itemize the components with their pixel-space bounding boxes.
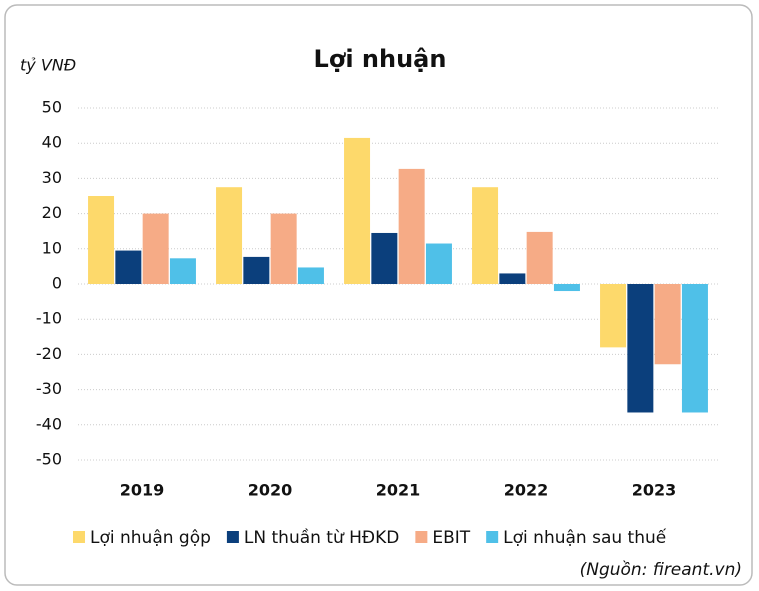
card [4, 4, 753, 586]
chart-title: Lợi nhuận [314, 45, 447, 73]
y-tick-label: 50 [42, 98, 62, 117]
legend-label: EBIT [432, 528, 470, 548]
y-tick-label: -10 [36, 309, 62, 328]
x-tick-label: 2022 [504, 481, 549, 500]
bar [499, 273, 526, 284]
bar [681, 284, 708, 413]
y-tick-label: 40 [42, 133, 62, 152]
x-tick-label: 2021 [376, 481, 421, 500]
legend-label: Lợi nhuận gộp [90, 528, 211, 548]
legend-label: Lợi nhuận sau thuế [503, 527, 667, 548]
x-tick-label: 2019 [120, 481, 165, 500]
bar [472, 187, 499, 284]
bar [398, 168, 425, 284]
y-axis-label: tỷ VNĐ [20, 56, 76, 75]
bar [371, 232, 398, 284]
bar [600, 284, 627, 348]
bar [270, 213, 297, 284]
bar [88, 196, 115, 284]
bar [297, 267, 324, 284]
x-tick-label: 2023 [632, 481, 677, 500]
legend-swatch [73, 531, 85, 543]
x-tick-label: 2020 [248, 481, 293, 500]
bar [169, 258, 196, 284]
bar [344, 137, 371, 284]
legend-swatch [415, 531, 428, 543]
y-tick-label: 0 [52, 274, 62, 293]
y-tick-label: -40 [36, 414, 62, 433]
source: (Nguồn: fireant.vn) [580, 559, 742, 580]
legend-swatch [226, 531, 239, 543]
y-tick-label: -30 [36, 379, 62, 398]
bar [627, 284, 654, 413]
y-tick-label: -20 [36, 344, 62, 363]
y-tick-label: 10 [42, 238, 62, 257]
legend-swatch [486, 531, 499, 543]
y-tick-label: -50 [36, 450, 62, 469]
y-tick-label: 20 [42, 203, 62, 222]
legend-label: LN thuần từ HĐKD [244, 527, 399, 548]
y-tick-label: 30 [42, 168, 62, 187]
bar [553, 284, 580, 292]
bar [654, 284, 681, 365]
bar [425, 243, 452, 284]
bar [115, 250, 142, 284]
bar [243, 256, 270, 284]
bar [216, 187, 243, 284]
bar [142, 213, 169, 284]
bar [526, 231, 553, 284]
